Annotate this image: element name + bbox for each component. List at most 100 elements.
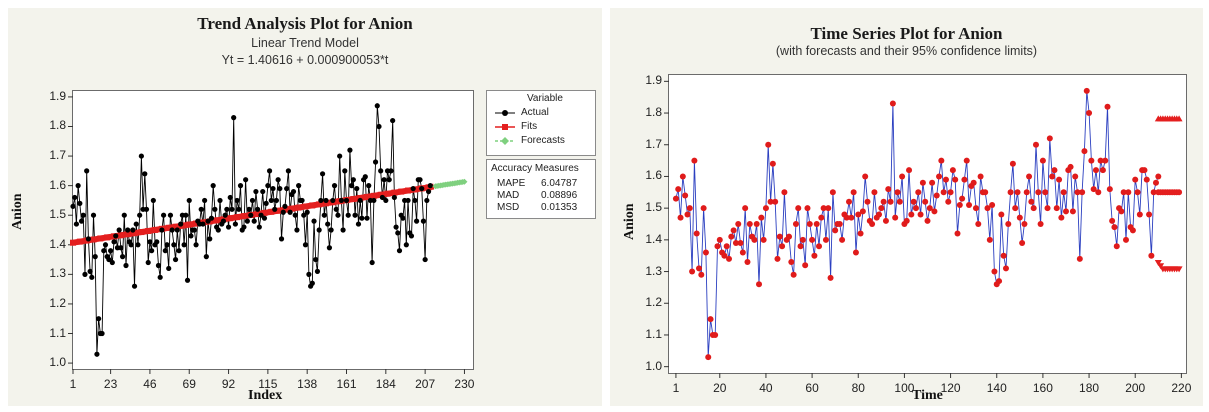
anion-point bbox=[1030, 205, 1037, 212]
actual-point bbox=[176, 248, 182, 254]
anion-point bbox=[910, 198, 917, 205]
actual-point bbox=[119, 254, 126, 260]
anion-point bbox=[903, 217, 910, 224]
actual-point bbox=[349, 183, 355, 189]
legend-item-fits: Fits bbox=[521, 121, 538, 132]
actual-point bbox=[333, 206, 339, 212]
actual-point bbox=[278, 236, 285, 242]
actual-point bbox=[215, 227, 221, 233]
anion-point bbox=[915, 189, 922, 196]
anion-point bbox=[878, 205, 885, 212]
actual-point bbox=[164, 242, 170, 248]
anion-point bbox=[906, 167, 913, 174]
x-tick-label: 184 bbox=[375, 377, 396, 391]
y-tick-label: 1.6 bbox=[645, 168, 662, 183]
anion-point bbox=[894, 189, 901, 196]
anion-point bbox=[1134, 189, 1141, 196]
anion-point bbox=[922, 198, 929, 205]
fit-marker bbox=[131, 230, 138, 237]
actual-point bbox=[311, 218, 317, 224]
actual-point bbox=[381, 177, 387, 183]
anion-point bbox=[732, 240, 739, 247]
actual-point bbox=[160, 212, 167, 218]
anion-point bbox=[1046, 135, 1053, 142]
legend-item-forecasts: Forecasts bbox=[521, 135, 565, 146]
anion-point bbox=[1021, 221, 1028, 227]
chart-subtitle: Linear Trend Model bbox=[251, 36, 359, 50]
anion-point bbox=[908, 211, 915, 218]
x-tick-label: 161 bbox=[336, 377, 357, 391]
anion-point bbox=[1111, 224, 1118, 231]
anion-point bbox=[762, 205, 769, 212]
anion-point bbox=[758, 214, 765, 221]
anion-point bbox=[857, 230, 864, 237]
anion-point bbox=[806, 221, 813, 227]
anion-point bbox=[792, 221, 799, 227]
actual-point bbox=[248, 212, 254, 218]
anion-point bbox=[896, 198, 903, 205]
actual-point bbox=[378, 168, 384, 174]
actual-point bbox=[150, 197, 156, 204]
anion-point bbox=[712, 331, 719, 338]
x-tick-label: 207 bbox=[415, 377, 436, 391]
anion-point bbox=[1095, 189, 1102, 196]
actual-point bbox=[101, 248, 107, 254]
actual-point bbox=[202, 197, 208, 204]
anion-point bbox=[996, 278, 1003, 285]
anion-point bbox=[772, 198, 779, 205]
anion-point bbox=[756, 281, 763, 288]
anion-point bbox=[786, 233, 793, 240]
anion-point bbox=[876, 211, 883, 218]
actual-point bbox=[330, 197, 336, 204]
anion-point bbox=[698, 271, 705, 278]
actual-point bbox=[237, 183, 244, 189]
anion-point bbox=[1023, 189, 1030, 196]
actual-point bbox=[70, 203, 76, 209]
actual-point bbox=[388, 168, 394, 174]
anion-point bbox=[1083, 87, 1090, 94]
anion-point bbox=[892, 214, 899, 221]
anion-point bbox=[721, 252, 728, 259]
anion-point bbox=[954, 230, 961, 237]
anion-point bbox=[1122, 236, 1129, 243]
fit-marker bbox=[316, 201, 323, 208]
anion-point bbox=[735, 221, 742, 227]
actual-point bbox=[77, 200, 83, 206]
actual-point bbox=[227, 194, 233, 201]
anion-point bbox=[1092, 167, 1099, 174]
legend: Variable Actual Fits Forecasts bbox=[486, 90, 596, 156]
actual-point bbox=[234, 197, 240, 204]
actual-point bbox=[335, 212, 341, 218]
anion-point bbox=[1051, 167, 1058, 174]
anion-point bbox=[938, 157, 945, 164]
actual-point bbox=[261, 215, 268, 221]
actual-point bbox=[292, 212, 298, 218]
anion-point bbox=[739, 249, 746, 256]
actual-point bbox=[159, 227, 165, 233]
accuracy-mad-value: 0.08896 bbox=[541, 190, 578, 201]
anion-point bbox=[1019, 240, 1026, 247]
anion-point bbox=[1081, 148, 1088, 155]
anion-point bbox=[1067, 163, 1074, 170]
actual-point bbox=[166, 265, 172, 272]
fit-marker bbox=[281, 206, 288, 213]
anion-point bbox=[689, 268, 696, 275]
actual-point bbox=[85, 236, 91, 242]
anion-point bbox=[702, 249, 709, 256]
actual-point bbox=[87, 268, 93, 275]
actual-point bbox=[304, 209, 310, 215]
x-tick-label: 180 bbox=[1079, 381, 1100, 395]
fit-marker bbox=[364, 193, 371, 200]
anion-point bbox=[836, 221, 843, 227]
actual-point bbox=[302, 242, 309, 248]
actual-point bbox=[270, 185, 276, 192]
accuracy-msd-label: MSD bbox=[497, 202, 520, 213]
anion-point bbox=[1109, 217, 1116, 224]
actual-point bbox=[412, 197, 418, 204]
anion-point bbox=[1005, 221, 1012, 227]
anion-point bbox=[929, 179, 936, 186]
actual-point bbox=[207, 236, 213, 242]
anion-point bbox=[889, 100, 896, 107]
fit-marker bbox=[405, 187, 412, 194]
anion-point bbox=[677, 214, 684, 221]
